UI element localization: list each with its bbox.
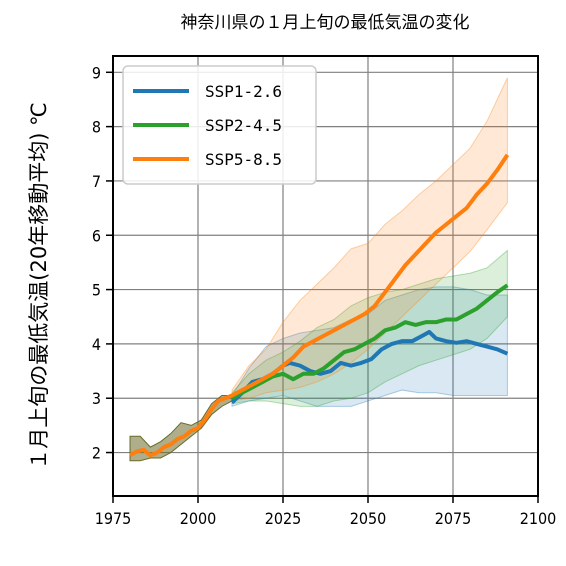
x-tick-label: 2050 bbox=[350, 509, 387, 528]
y-tick-label: 5 bbox=[92, 281, 101, 300]
x-tick-label: 2075 bbox=[435, 509, 472, 528]
y-tick-label: 8 bbox=[92, 118, 101, 137]
x-tick-label: 2025 bbox=[265, 509, 302, 528]
axis-ticks: 1975 2000 2025 2050 2075 2100 2 3 4 5 6 7 8 9 bbox=[92, 63, 556, 528]
band-ssp5-8.5 bbox=[231, 77, 508, 402]
y-tick-label: 7 bbox=[92, 172, 101, 191]
series-line-ssp2-4.5 bbox=[231, 283, 509, 400]
x-tick-label: 2100 bbox=[520, 509, 557, 528]
legend-label: SSP1-2.6 bbox=[205, 82, 282, 101]
y-tick-label: 9 bbox=[92, 63, 101, 82]
y-tick-label: 6 bbox=[92, 226, 101, 245]
y-tick-label: 2 bbox=[92, 444, 101, 463]
plot-frame bbox=[112, 55, 539, 497]
legend-label: SSP5-8.5 bbox=[205, 150, 282, 169]
x-tick-label: 1975 bbox=[95, 509, 132, 528]
y-tick-label: 3 bbox=[92, 389, 101, 408]
chart-title: 神奈川県の１月上旬の最低気温の変化 bbox=[180, 13, 470, 33]
series-lines bbox=[129, 153, 510, 458]
legend: SSP1-2.6 SSP2-4.5 SSP5-8.5 bbox=[122, 65, 317, 185]
y-tick-label: 4 bbox=[92, 335, 101, 354]
series-line-ssp5-8.5 bbox=[129, 153, 510, 458]
x-tick-label: 2000 bbox=[180, 509, 217, 528]
legend-label: SSP2-4.5 bbox=[205, 116, 282, 135]
legend-box bbox=[122, 65, 317, 185]
